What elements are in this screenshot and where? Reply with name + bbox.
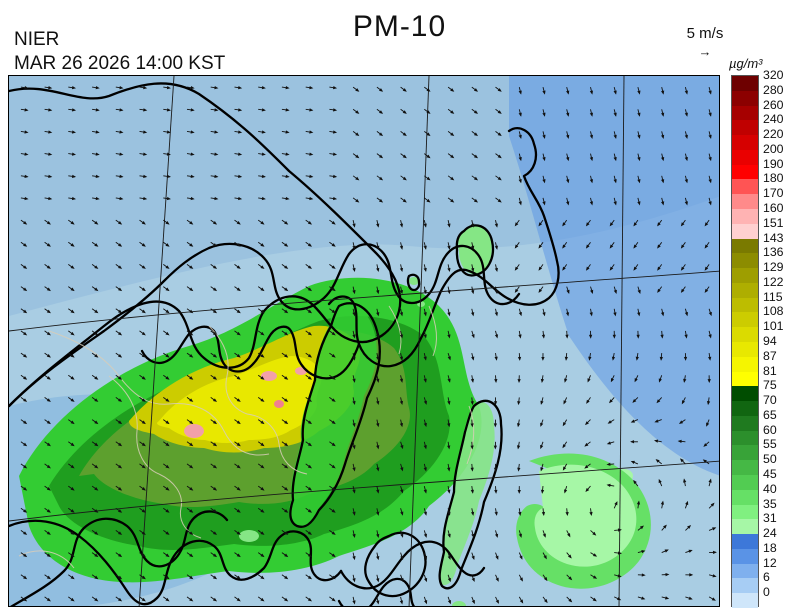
colorbar-band-26 [732,460,758,475]
colorbar-tick-labels: 320 280 260 240 220 200 190 180 170 160 151 143 136 1… [763,75,799,607]
colorbar-band-2 [732,106,758,121]
colorbar-band-8 [732,194,758,209]
colorbar-tick-143: 143 [763,231,784,245]
colorbar-tick-240: 240 [763,112,784,126]
colorbar-tick-50: 50 [763,452,777,466]
colorbar-band-13 [732,268,758,283]
colorbar-tick-55: 55 [763,437,777,451]
map-svg [9,76,720,607]
colorbar-unit-label: µg/m³ [729,56,763,71]
colorbar-tick-101: 101 [763,319,784,333]
colorbar-band-15 [732,298,758,313]
colorbar-band-33 [732,564,758,579]
colorbar-tick-108: 108 [763,304,784,318]
colorbar-band-20 [732,372,758,387]
pm10-map[interactable] [8,75,720,607]
colorbar-band-28 [732,490,758,505]
colorbar-band-27 [732,475,758,490]
colorbar-tick-45: 45 [763,467,777,481]
colorbar-tick-35: 35 [763,497,777,511]
colorbar-band-7 [732,179,758,194]
colorbar-tick-87: 87 [763,349,777,363]
colorbar-tick-180: 180 [763,171,784,185]
colorbar-tick-94: 94 [763,334,777,348]
colorbar-tick-136: 136 [763,245,784,259]
colorbar-band-1 [732,91,758,106]
colorbar-tick-115: 115 [763,290,783,304]
wind-scale-value: 5 m/s [687,25,724,42]
colorbar-tick-6: 6 [763,570,770,584]
colorbar-tick-170: 170 [763,186,784,200]
colorbar-tick-75: 75 [763,378,777,392]
colorbar-tick-280: 280 [763,83,784,97]
colorbar-tick-260: 260 [763,98,784,112]
colorbar-tick-129: 129 [763,260,784,274]
colorbar-band-30 [732,519,758,534]
colorbar-tick-220: 220 [763,127,784,141]
colorbar-tick-200: 200 [763,142,784,156]
colorbar-band-10 [732,224,758,239]
wind-scale-legend: 5 m/s → [655,25,755,59]
colorbar-band-9 [732,209,758,224]
colorbar-band-29 [732,505,758,520]
colorbar-tick-0: 0 [763,585,770,599]
colorbar-tick-31: 31 [763,511,777,525]
colorbar-band-19 [732,357,758,372]
colorbar-band-23 [732,416,758,431]
colorbar-band-3 [732,120,758,135]
colorbar-band-34 [732,578,758,593]
colorbar-band-31 [732,534,758,549]
colorbar-band-16 [732,312,758,327]
colorbar-band-12 [732,253,758,268]
colorbar-tick-122: 122 [763,275,784,289]
colorbar-tick-60: 60 [763,423,777,437]
colorbar-band-0 [732,76,758,91]
colorbar-band-17 [732,327,758,342]
colorbar-band-35 [732,593,758,608]
colorbar-band-18 [732,342,758,357]
colorbar[interactable] [731,75,759,607]
date-label: MAR 26 2026 14:00 KST [14,52,225,76]
colorbar-band-24 [732,431,758,446]
colorbar-band-14 [732,283,758,298]
colorbar-tick-81: 81 [763,364,777,378]
colorbar-band-22 [732,401,758,416]
colorbar-tick-18: 18 [763,541,777,555]
colorbar-band-25 [732,445,758,460]
colorbar-band-5 [732,150,758,165]
colorbar-tick-12: 12 [763,556,777,570]
colorbar-tick-24: 24 [763,526,777,540]
colorbar-tick-40: 40 [763,482,777,496]
colorbar-tick-320: 320 [763,68,784,82]
colorbar-band-11 [732,239,758,254]
colorbar-tick-65: 65 [763,408,777,422]
colorbar-tick-160: 160 [763,201,784,215]
colorbar-tick-70: 70 [763,393,777,407]
colorbar-band-4 [732,135,758,150]
colorbar-band-32 [732,549,758,564]
colorbar-band-6 [732,165,758,180]
colorbar-tick-151: 151 [763,216,784,230]
colorbar-tick-190: 190 [763,157,784,171]
colorbar-band-21 [732,386,758,401]
